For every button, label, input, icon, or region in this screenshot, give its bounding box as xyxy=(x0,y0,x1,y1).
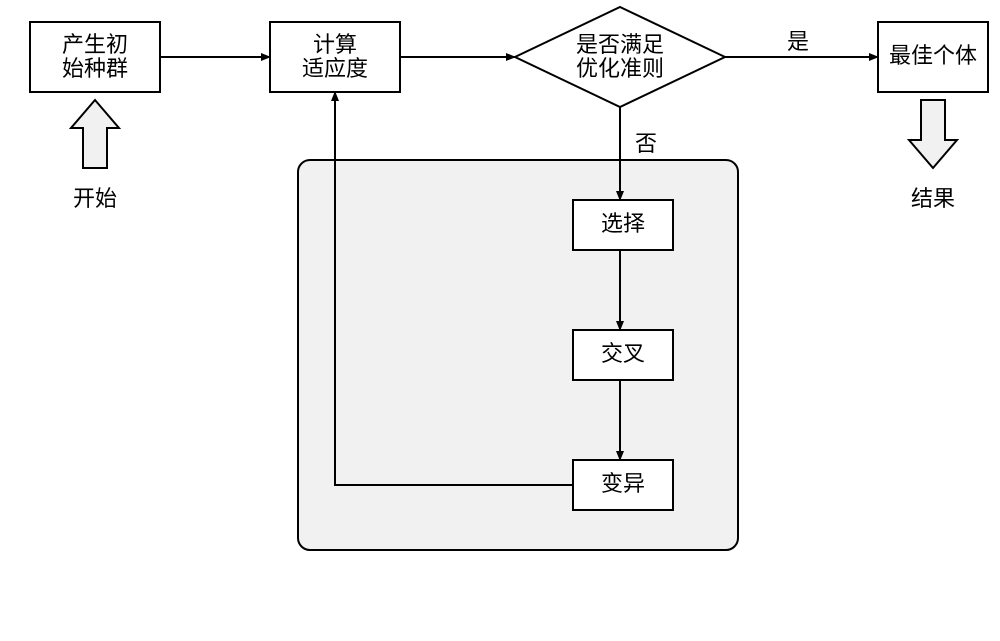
node-init-pop: 产生初 始种群 xyxy=(30,22,160,92)
start-arrow-icon xyxy=(71,100,119,168)
node-init-pop-line1: 产生初 xyxy=(62,32,128,57)
flowchart-canvas: 产生初 始种群 计算 适应度 是否满足 优化准则 最佳个体 选择 交叉 变异 开… xyxy=(0,0,1000,641)
node-criterion-line1: 是否满足 xyxy=(576,32,664,57)
label-no: 否 xyxy=(635,131,657,156)
node-best: 最佳个体 xyxy=(878,22,988,92)
node-cross: 交叉 xyxy=(573,330,673,380)
label-yes: 是 xyxy=(787,29,809,54)
node-fitness-line2: 适应度 xyxy=(302,56,368,81)
node-criterion-line2: 优化准则 xyxy=(576,56,664,81)
node-select: 选择 xyxy=(573,200,673,250)
node-select-label: 选择 xyxy=(601,211,645,236)
node-criterion: 是否满足 优化准则 xyxy=(515,7,725,107)
result-arrow-icon xyxy=(909,100,957,168)
node-mutate: 变异 xyxy=(573,460,673,510)
node-fitness-line1: 计算 xyxy=(313,32,357,57)
label-start: 开始 xyxy=(73,186,117,211)
node-init-pop-line2: 始种群 xyxy=(62,56,128,81)
label-result: 结果 xyxy=(911,186,955,211)
node-mutate-label: 变异 xyxy=(601,471,645,496)
node-best-label: 最佳个体 xyxy=(889,43,977,68)
node-cross-label: 交叉 xyxy=(601,341,645,366)
node-fitness: 计算 适应度 xyxy=(270,22,400,92)
